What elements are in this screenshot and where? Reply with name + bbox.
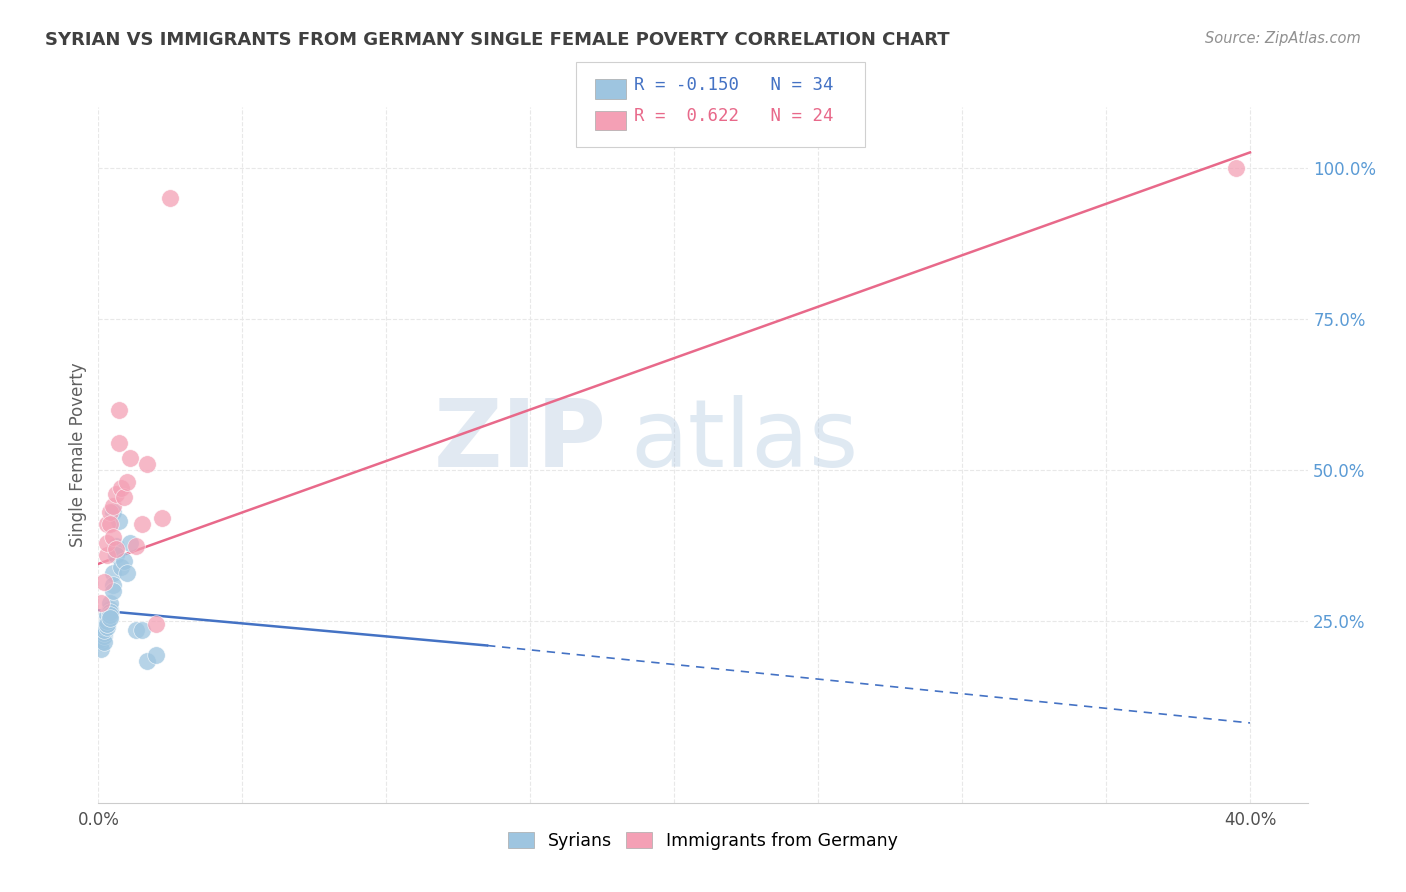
Point	[136, 654, 159, 668]
Point	[107, 515, 129, 529]
Point	[110, 481, 132, 495]
Point	[136, 457, 159, 471]
Text: ZIP: ZIP	[433, 395, 606, 487]
Point	[159, 191, 181, 205]
Point	[120, 450, 142, 465]
Point	[93, 626, 115, 640]
Point	[90, 596, 112, 610]
Point	[101, 584, 124, 599]
Point	[96, 615, 118, 629]
Text: R =  0.622   N = 24: R = 0.622 N = 24	[634, 107, 834, 125]
Point	[1225, 161, 1247, 175]
Point	[101, 578, 124, 592]
Point	[104, 541, 127, 556]
Point	[120, 535, 142, 549]
Point	[104, 548, 127, 562]
Point	[96, 617, 118, 632]
Point	[145, 617, 167, 632]
Point	[112, 490, 135, 504]
Point	[98, 602, 121, 616]
Point	[112, 554, 135, 568]
Y-axis label: Single Female Poverty: Single Female Poverty	[69, 363, 87, 547]
Point	[131, 624, 153, 638]
Point	[93, 620, 115, 634]
Point	[101, 505, 124, 519]
Point	[93, 574, 115, 589]
Point	[96, 611, 118, 625]
Point	[93, 635, 115, 649]
Text: SYRIAN VS IMMIGRANTS FROM GERMANY SINGLE FEMALE POVERTY CORRELATION CHART: SYRIAN VS IMMIGRANTS FROM GERMANY SINGLE…	[45, 31, 949, 49]
Point	[131, 517, 153, 532]
Point	[98, 611, 121, 625]
Point	[104, 487, 127, 501]
Point	[98, 517, 121, 532]
Point	[96, 548, 118, 562]
Point	[110, 559, 132, 574]
Point	[125, 539, 148, 553]
Point	[145, 648, 167, 662]
Point	[96, 608, 118, 623]
Point	[115, 566, 138, 580]
Legend: Syrians, Immigrants from Germany: Syrians, Immigrants from Germany	[501, 824, 905, 856]
Text: atlas: atlas	[630, 395, 859, 487]
Point	[96, 617, 118, 632]
Point	[98, 596, 121, 610]
Point	[93, 629, 115, 643]
Point	[98, 505, 121, 519]
Point	[107, 435, 129, 450]
Point	[115, 475, 138, 490]
Point	[96, 535, 118, 549]
Text: Source: ZipAtlas.com: Source: ZipAtlas.com	[1205, 31, 1361, 46]
Point	[101, 500, 124, 514]
Point	[90, 635, 112, 649]
Text: R = -0.150   N = 34: R = -0.150 N = 34	[634, 76, 834, 94]
Point	[101, 566, 124, 580]
Point	[101, 530, 124, 544]
Point	[98, 608, 121, 623]
Point	[104, 539, 127, 553]
Point	[98, 605, 121, 619]
Point	[96, 620, 118, 634]
Point	[90, 632, 112, 647]
Point	[107, 402, 129, 417]
Point	[150, 511, 173, 525]
Point	[93, 624, 115, 638]
Point	[125, 624, 148, 638]
Point	[90, 641, 112, 656]
Point	[96, 517, 118, 532]
